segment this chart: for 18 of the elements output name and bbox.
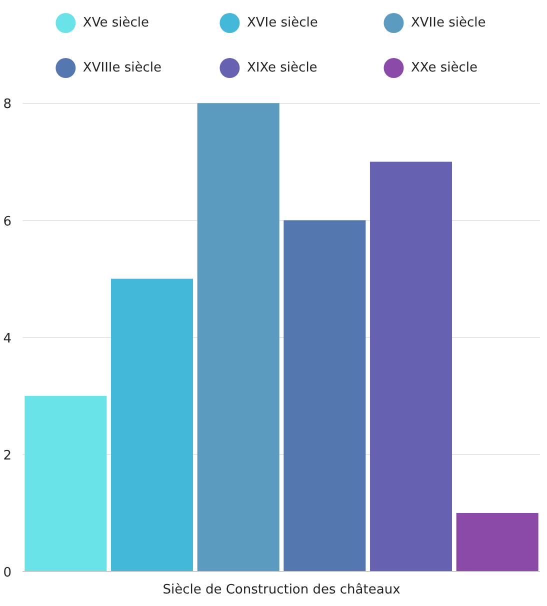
bar (284, 220, 366, 572)
bar (456, 512, 538, 572)
x-tick-label: Siècle de Construction des châteaux (162, 582, 401, 598)
bar (110, 278, 194, 572)
legend-label: XXe siècle (411, 60, 478, 76)
bar (197, 103, 280, 572)
y-tick-label: 0 (3, 566, 12, 580)
bar (24, 396, 107, 572)
y-tick-label: 8 (3, 97, 12, 112)
legend-label: XVIIe siècle (411, 16, 486, 30)
y-tick-label: 6 (3, 214, 12, 230)
y-tick-label: 4 (3, 331, 12, 346)
legend-label: XIXe siècle (246, 60, 318, 76)
y-tick-label: 2 (3, 448, 12, 464)
legend-label: XVIIIe siècle (82, 60, 162, 76)
bar (370, 162, 452, 572)
legend-label: XVe siècle (82, 16, 149, 30)
legend-label: XVIe siècle (246, 16, 318, 30)
